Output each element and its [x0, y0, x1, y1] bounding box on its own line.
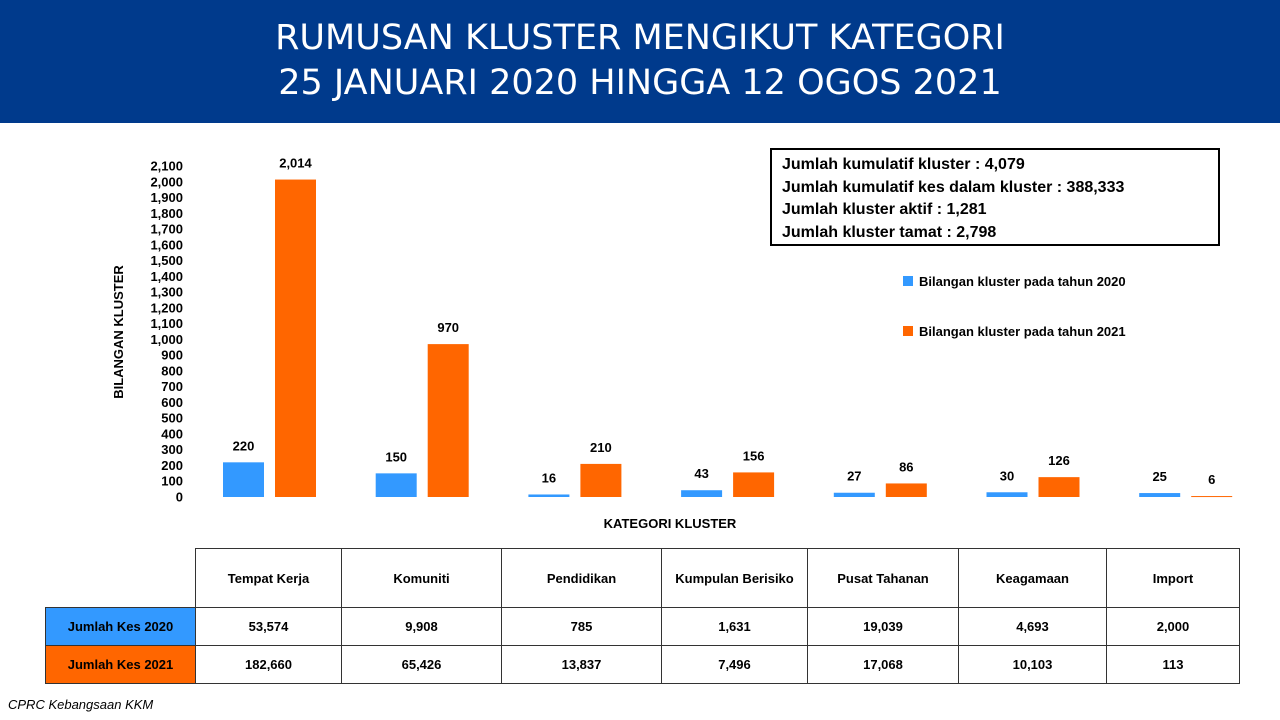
page-title-line2: 25 JANUARI 2020 HINGGA 12 OGOS 2021 [278, 63, 1002, 103]
legend-item-2020: Bilangan kluster pada tahun 2020 [903, 273, 1126, 291]
bar-2021 [1191, 496, 1233, 498]
y-tick-label: 1,000 [150, 332, 183, 347]
bar-2021 [275, 179, 316, 497]
y-tick-label: 2,100 [150, 159, 183, 174]
bar-2020 [375, 473, 417, 497]
y-tick-label: 600 [161, 395, 183, 410]
legend-swatch-2021 [903, 325, 913, 336]
table-row-2021: Jumlah Kes 2021 182,660 65,426 13,837 7,… [45, 645, 1240, 684]
y-tick-label: 1,500 [150, 253, 183, 268]
table-cell: 785 [501, 607, 662, 646]
y-tick-label: 1,800 [150, 206, 183, 221]
y-tick-label: 200 [161, 458, 183, 473]
table-cell: 19,039 [807, 607, 959, 646]
table-header-cell: Tempat Kerja [195, 548, 342, 608]
table-cell: 65,426 [341, 645, 502, 684]
y-tick-label: 1,600 [150, 237, 183, 252]
table-header-cell: Kumpulan Berisiko [661, 548, 808, 608]
y-tick-label: 1,100 [150, 316, 183, 331]
legend-item-2021: Bilangan kluster pada tahun 2021 [903, 323, 1126, 341]
y-axis-title: BILANGAN KLUSTER [111, 265, 126, 399]
table-header-cell: Pusat Tahanan [807, 548, 959, 608]
summary-ended-clusters: Jumlah kluster tamat : 2,798 [782, 223, 997, 241]
table-header-cell: Komuniti [341, 548, 502, 608]
y-tick-label: 0 [176, 490, 183, 505]
header-banner: RUMUSAN KLUSTER MENGIKUT KATEGORI 25 JAN… [0, 0, 1280, 123]
table-cell: 13,837 [501, 645, 662, 684]
row-label-2020: Jumlah Kes 2020 [45, 607, 196, 646]
table-cell: 1,631 [661, 607, 808, 646]
bar-2020 [223, 462, 264, 497]
table-cell: 4,693 [958, 607, 1107, 646]
y-tick-label: 1,200 [150, 300, 183, 315]
row-label-2021: Jumlah Kes 2021 [45, 645, 196, 684]
data-label: 16 [542, 470, 556, 485]
y-tick-label: 900 [161, 348, 183, 363]
data-label: 30 [1000, 468, 1014, 483]
y-tick-label: 700 [161, 379, 183, 394]
summary-box: Jumlah kumulatif kluster : 4,079 Jumlah … [770, 148, 1220, 246]
table-cell: 182,660 [195, 645, 342, 684]
y-tick-label: 100 [161, 474, 183, 489]
y-tick-label: 300 [161, 442, 183, 457]
data-label: 43 [694, 466, 708, 481]
bar-2021 [733, 472, 775, 497]
data-label: 156 [743, 448, 765, 463]
cases-table: Tempat Kerja Komuniti Pendidikan Kumpula… [45, 548, 1240, 684]
y-tick-label: 1,700 [150, 222, 183, 237]
table-cell: 113 [1106, 645, 1240, 684]
data-label: 126 [1048, 453, 1070, 468]
table-cell: 2,000 [1106, 607, 1240, 646]
data-label: 150 [385, 449, 407, 464]
data-label: 25 [1152, 469, 1166, 484]
data-label: 210 [590, 440, 612, 455]
bar-2020 [986, 492, 1028, 497]
data-label: 970 [437, 320, 459, 335]
y-tick-label: 1,900 [150, 190, 183, 205]
x-axis-title: KATEGORI KLUSTER [604, 516, 737, 531]
legend-label-2021: Bilangan kluster pada tahun 2021 [919, 324, 1126, 340]
summary-active-clusters: Jumlah kluster aktif : 1,281 [782, 201, 987, 218]
table-cell: 10,103 [958, 645, 1107, 684]
bar-2020 [528, 494, 570, 497]
table-row-2020: Jumlah Kes 2020 53,574 9,908 785 1,631 1… [45, 607, 1240, 646]
legend-swatch-2020 [903, 275, 913, 286]
data-label: 2,014 [279, 156, 312, 171]
table-cell: 7,496 [661, 645, 808, 684]
table-header-row: Tempat Kerja Komuniti Pendidikan Kumpula… [46, 548, 1240, 608]
bar-2021 [580, 463, 622, 497]
y-tick-label: 800 [161, 363, 183, 378]
data-label: 27 [847, 469, 861, 484]
table-header-cell: Keagamaan [958, 548, 1107, 608]
table-corner [46, 549, 196, 608]
y-tick-label: 1,400 [150, 269, 183, 284]
table-cell: 53,574 [195, 607, 342, 646]
bar-2021 [427, 344, 469, 497]
y-tick-label: 400 [161, 426, 183, 441]
data-label: 6 [1208, 472, 1215, 487]
table-header-cell: Pendidikan [501, 548, 662, 608]
bar-2020 [833, 492, 875, 497]
bar-2021 [885, 483, 927, 497]
summary-cumulative-cases: Jumlah kumulatif kes dalam kluster : 388… [782, 178, 1125, 196]
summary-cumulative-clusters: Jumlah kumulatif kluster : 4,079 [782, 156, 1025, 173]
bar-2021 [1038, 477, 1080, 497]
table-cell: 17,068 [807, 645, 959, 684]
data-label: 220 [233, 438, 255, 453]
source-note: CPRC Kebangsaan KKM [8, 697, 154, 712]
y-tick-label: 2,000 [150, 174, 183, 189]
data-label: 86 [899, 459, 913, 474]
bar-2020 [681, 490, 723, 497]
table-header-cell: Import [1106, 548, 1240, 608]
table-cell: 9,908 [341, 607, 502, 646]
y-tick-label: 1,300 [150, 285, 183, 300]
legend-label-2020: Bilangan kluster pada tahun 2020 [919, 274, 1126, 290]
bar-2020 [1139, 493, 1181, 497]
page-title-line1: RUMUSAN KLUSTER MENGIKUT KATEGORI [275, 18, 1005, 58]
y-tick-label: 500 [161, 411, 183, 426]
bar-chart: 01002003004005006007008009001,0001,1001,… [111, 156, 1233, 531]
